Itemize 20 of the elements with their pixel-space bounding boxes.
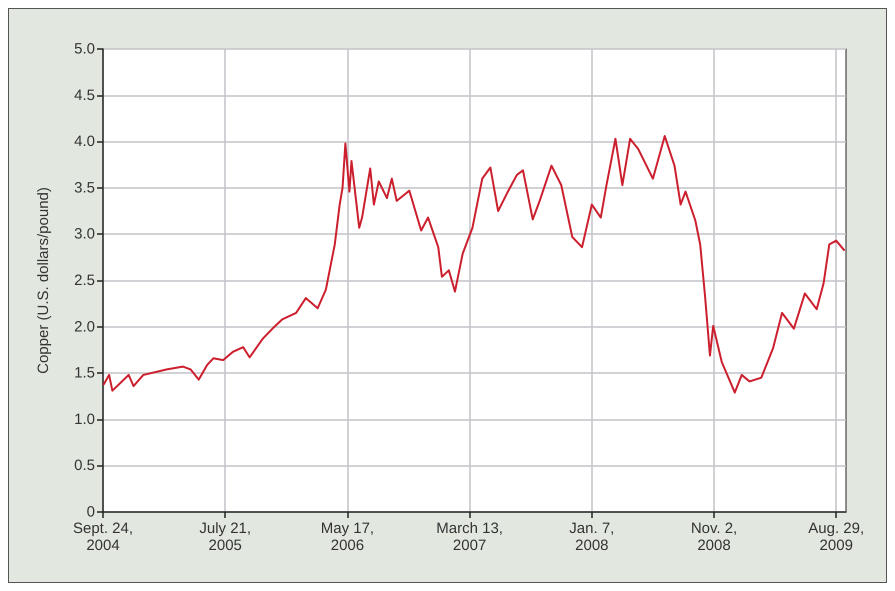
y-tick-label: 2.0 xyxy=(74,318,95,336)
y-tick-label: 0.5 xyxy=(74,457,95,474)
y-tick-label: 5.0 xyxy=(74,40,95,58)
line-series xyxy=(102,135,845,394)
y-tick-label: 1.5 xyxy=(74,364,95,382)
y-tick-label: 3.5 xyxy=(74,179,95,196)
x-tick-label: Aug. 29, 2009 xyxy=(808,520,864,554)
y-tick-label: 4.0 xyxy=(74,133,95,150)
x-tick-label: Jan. 7, 2008 xyxy=(569,520,614,554)
y-tick-label: 3.0 xyxy=(74,226,95,243)
y-axis-title: Copper (U.S. dollars/pound) xyxy=(35,187,52,374)
x-tick-label: July 21, 2005 xyxy=(199,520,252,554)
y-tick-label: 1.0 xyxy=(74,410,95,428)
x-tick-label: March 13, 2007 xyxy=(436,520,503,554)
x-tick-label: Nov. 2, 2008 xyxy=(690,520,738,554)
y-tick-label: 2.5 xyxy=(74,272,95,289)
y-tick-label: 0 xyxy=(86,504,95,520)
x-tick-label: May 17, 2006 xyxy=(320,520,374,554)
y-tick-label: 4.5 xyxy=(74,86,95,104)
x-tick-label: Sept. 24, 2004 xyxy=(72,520,134,554)
